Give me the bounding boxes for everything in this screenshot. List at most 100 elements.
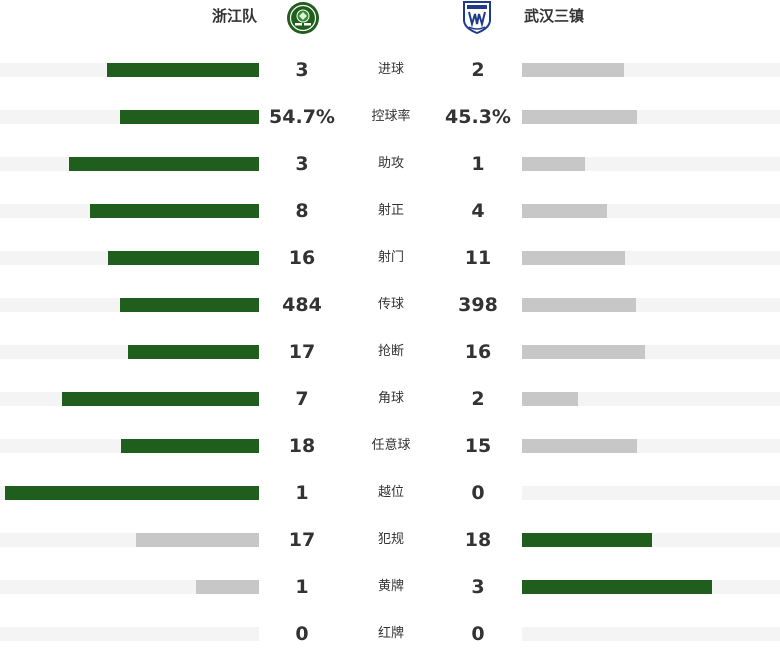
stat-label: 射门 xyxy=(377,250,404,265)
stat-row: 0 红牌 0 xyxy=(0,611,780,658)
stat-row: 16 射门 11 xyxy=(0,235,780,282)
home-stat-value: 8 xyxy=(295,200,309,222)
home-bar-track xyxy=(0,204,259,218)
zhejiang-club-crest-icon xyxy=(287,2,319,34)
home-bar-track xyxy=(0,533,259,547)
away-stat-value: 15 xyxy=(464,435,492,457)
home-bar-fill xyxy=(120,110,259,124)
away-bar-track xyxy=(522,345,780,359)
home-bar-track xyxy=(0,251,259,265)
away-bar-fill xyxy=(522,157,585,171)
away-bar-track xyxy=(522,439,780,453)
away-bar-track xyxy=(522,392,780,406)
away-stat-value: 3 xyxy=(471,576,485,598)
home-bar-fill xyxy=(128,345,259,359)
stat-label: 传球 xyxy=(377,297,404,312)
stat-label: 任意球 xyxy=(371,438,411,453)
away-stat-value: 16 xyxy=(464,341,492,363)
home-bar-track xyxy=(0,627,259,641)
stat-row: 3 进球 2 xyxy=(0,47,780,94)
home-bar-fill xyxy=(90,204,259,218)
stat-label: 越位 xyxy=(377,485,404,500)
home-bar-fill xyxy=(136,533,259,547)
stat-label: 进球 xyxy=(377,62,404,77)
away-bar-fill xyxy=(522,204,607,218)
away-stat-value: 45.3% xyxy=(445,106,511,128)
stat-label: 红牌 xyxy=(377,626,404,641)
stat-label: 控球率 xyxy=(371,109,411,124)
home-stat-value: 17 xyxy=(288,341,316,363)
stat-row: 1 越位 0 xyxy=(0,470,780,517)
home-bar-track xyxy=(0,439,259,453)
away-stat-value: 0 xyxy=(471,623,485,645)
stat-label: 角球 xyxy=(377,391,404,406)
stat-label: 犯规 xyxy=(377,532,404,547)
stat-row: 3 助攻 1 xyxy=(0,141,780,188)
home-bar-fill xyxy=(196,580,259,594)
stat-row: 17 犯规 18 xyxy=(0,517,780,564)
home-bar-fill xyxy=(107,63,259,77)
stat-row: 17 抢断 16 xyxy=(0,329,780,376)
stat-row: 54.7% 控球率 45.3% xyxy=(0,94,780,141)
away-stat-value: 0 xyxy=(471,482,485,504)
home-bar-fill xyxy=(62,392,259,406)
away-stat-value: 1 xyxy=(471,153,485,175)
away-stat-value: 398 xyxy=(458,294,498,316)
away-bar-track xyxy=(522,580,780,594)
stat-label: 助攻 xyxy=(377,156,404,171)
home-bar-fill xyxy=(120,298,259,312)
stat-row: 484 传球 398 xyxy=(0,282,780,329)
home-team-name: 浙江队 xyxy=(211,7,257,25)
away-bar-fill xyxy=(522,63,624,77)
away-bar-fill xyxy=(522,251,625,265)
home-bar-track xyxy=(0,110,259,124)
stat-label: 黄牌 xyxy=(377,579,404,594)
home-stat-value: 1 xyxy=(295,482,309,504)
home-bar-track xyxy=(0,486,259,500)
away-stat-value: 11 xyxy=(464,247,492,269)
stat-row: 18 任意球 15 xyxy=(0,423,780,470)
away-bar-fill xyxy=(522,392,578,406)
home-stat-value: 3 xyxy=(295,153,309,175)
home-bar-track xyxy=(0,298,259,312)
home-bar-track xyxy=(0,392,259,406)
home-bar-fill xyxy=(108,251,259,265)
home-stat-value: 484 xyxy=(282,294,322,316)
wuhan-three-towns-crest-icon xyxy=(463,1,491,34)
away-stat-value: 2 xyxy=(471,59,485,81)
stat-row: 7 角球 2 xyxy=(0,376,780,423)
home-stat-value: 0 xyxy=(295,623,309,645)
home-bar-track xyxy=(0,63,259,77)
away-bar-track xyxy=(522,251,780,265)
away-bar-track xyxy=(522,157,780,171)
away-bar-fill xyxy=(522,298,636,312)
away-bar-fill xyxy=(522,110,637,124)
home-stat-value: 18 xyxy=(288,435,316,457)
away-bar-track xyxy=(522,110,780,124)
away-bar-track xyxy=(522,298,780,312)
away-team-name: 武汉三镇 xyxy=(524,7,585,25)
away-bar-fill xyxy=(522,345,645,359)
home-stat-value: 17 xyxy=(288,529,316,551)
home-bar-track xyxy=(0,345,259,359)
away-bar-track xyxy=(522,533,780,547)
away-bar-track xyxy=(522,63,780,77)
away-bar-fill xyxy=(522,580,712,594)
home-bar-fill xyxy=(121,439,259,453)
home-stat-value: 16 xyxy=(288,247,316,269)
stats-comparison-list: 3 进球 2 54.7% 控球率 45.3% 3 助攻 1 8 射正 4 16 射门 11 484 传球 398 1… xyxy=(0,47,780,658)
home-stat-value: 3 xyxy=(295,59,309,81)
away-bar-fill xyxy=(522,533,652,547)
away-stat-value: 2 xyxy=(471,388,485,410)
away-stat-value: 4 xyxy=(471,200,485,222)
home-bar-track xyxy=(0,157,259,171)
away-bar-track xyxy=(522,486,780,500)
away-bar-track xyxy=(522,627,780,641)
home-stat-value: 1 xyxy=(295,576,309,598)
home-bar-fill xyxy=(69,157,259,171)
stat-label: 抢断 xyxy=(377,344,404,359)
stat-label: 射正 xyxy=(377,203,404,218)
home-stat-value: 54.7% xyxy=(269,106,335,128)
away-bar-fill xyxy=(522,439,637,453)
home-stat-value: 7 xyxy=(295,388,309,410)
